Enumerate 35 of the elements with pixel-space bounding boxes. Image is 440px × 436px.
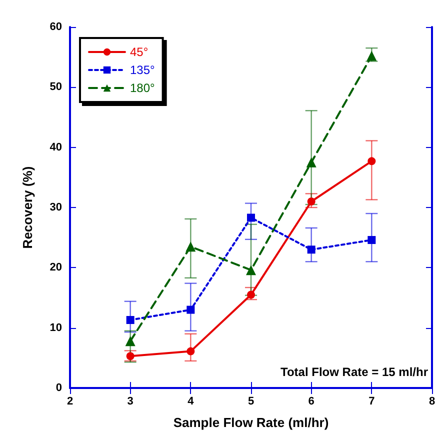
- point: [307, 197, 316, 206]
- y-tick-label: 60: [50, 21, 62, 33]
- x-tick-label: 4: [188, 396, 195, 408]
- point: [186, 347, 195, 356]
- point: [368, 157, 376, 166]
- point: [186, 242, 196, 252]
- x-tick-label: 3: [127, 396, 134, 408]
- point: [366, 50, 377, 61]
- x-tick-label: 2: [66, 396, 74, 408]
- legend-label: 135°: [130, 63, 156, 77]
- point: [246, 265, 256, 276]
- y-tick-label: 40: [50, 141, 62, 154]
- point: [126, 352, 134, 360]
- point: [125, 336, 136, 346]
- y-tick-label: 20: [50, 262, 62, 274]
- point: [247, 214, 255, 222]
- x-tick-label: 6: [308, 396, 314, 408]
- y-tick-label: 30: [50, 202, 62, 214]
- point: [306, 157, 316, 168]
- point: [186, 306, 195, 314]
- legend-label: 180°: [130, 81, 156, 95]
- point: [368, 236, 376, 244]
- point: [247, 290, 255, 299]
- y-tick-label: 10: [50, 322, 62, 334]
- x-axis-title: Sample Flow Rate (ml/hr): [173, 415, 329, 430]
- annotation: Total Flow Rate = 15 ml/hr: [280, 365, 428, 379]
- x-tick-label: 7: [368, 396, 375, 408]
- x-tick-label: 8: [428, 396, 436, 408]
- point: [126, 316, 134, 324]
- legend-label: 45°: [130, 45, 148, 59]
- y-tick-label: 0: [56, 382, 62, 394]
- point: [307, 246, 316, 254]
- y-tick-label: 50: [50, 81, 62, 94]
- x-tick-label: 5: [248, 396, 254, 408]
- y-axis-title: Recovery (%): [20, 166, 35, 249]
